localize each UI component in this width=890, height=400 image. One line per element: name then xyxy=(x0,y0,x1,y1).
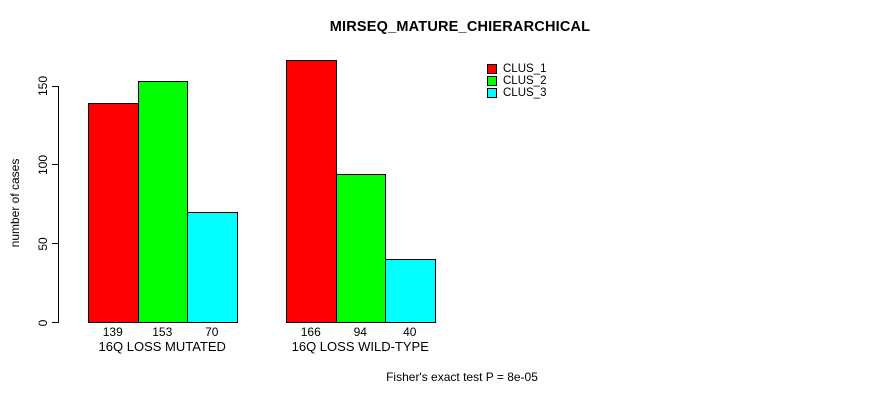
y-tick-label: 100 xyxy=(36,154,50,175)
y-axis-line xyxy=(58,85,59,323)
y-tick-label: 150 xyxy=(36,75,50,97)
bar-clus-1-group-2 xyxy=(286,60,337,323)
legend-label: CLUS_3 xyxy=(503,87,547,99)
y-tick xyxy=(52,164,59,166)
y-tick xyxy=(52,322,59,323)
legend-item-clus-3: CLUS_3 xyxy=(487,87,546,99)
legend-label: CLUS_1 xyxy=(503,63,547,75)
chart-title: MIRSEQ_MATURE_CHIERARCHICAL xyxy=(329,19,591,35)
y-tick-label: 0 xyxy=(36,319,50,326)
group-label-16q-loss-mutated: 16Q LOSS MUTATED xyxy=(98,339,226,354)
legend-item-clus-2: CLUS_2 xyxy=(487,75,546,87)
legend-swatch-clus-2 xyxy=(487,76,497,86)
bar-clus-1-group-1 xyxy=(88,102,139,323)
y-tick xyxy=(52,85,59,87)
bar-clus-3-group-2 xyxy=(385,258,436,323)
bar-value-label: 70 xyxy=(205,325,219,339)
bar-clus-2-group-1 xyxy=(137,80,188,323)
chart-footer: Fisher's exact test P = 8e-05 xyxy=(386,370,538,384)
y-tick-label: 50 xyxy=(36,236,50,251)
bar-clus-3-group-1 xyxy=(187,211,238,323)
bar-value-label: 139 xyxy=(102,325,123,339)
bar-value-label: 40 xyxy=(403,325,417,339)
bar-clus-2-group-2 xyxy=(335,173,386,323)
y-tick xyxy=(52,243,59,245)
legend: CLUS_1 CLUS_2 CLUS_3 xyxy=(487,63,546,99)
bar-value-label: 153 xyxy=(152,325,173,339)
group-label-16q-loss-wild-type: 16Q LOSS WILD-TYPE xyxy=(291,339,429,354)
legend-label: CLUS_2 xyxy=(503,75,547,87)
legend-swatch-clus-1 xyxy=(487,64,497,74)
bar-value-label: 166 xyxy=(300,325,321,339)
legend-swatch-clus-3 xyxy=(487,88,497,98)
bar-value-label: 94 xyxy=(353,325,367,339)
legend-item-clus-1: CLUS_1 xyxy=(487,63,546,75)
y-axis-label: number of cases xyxy=(8,158,22,248)
